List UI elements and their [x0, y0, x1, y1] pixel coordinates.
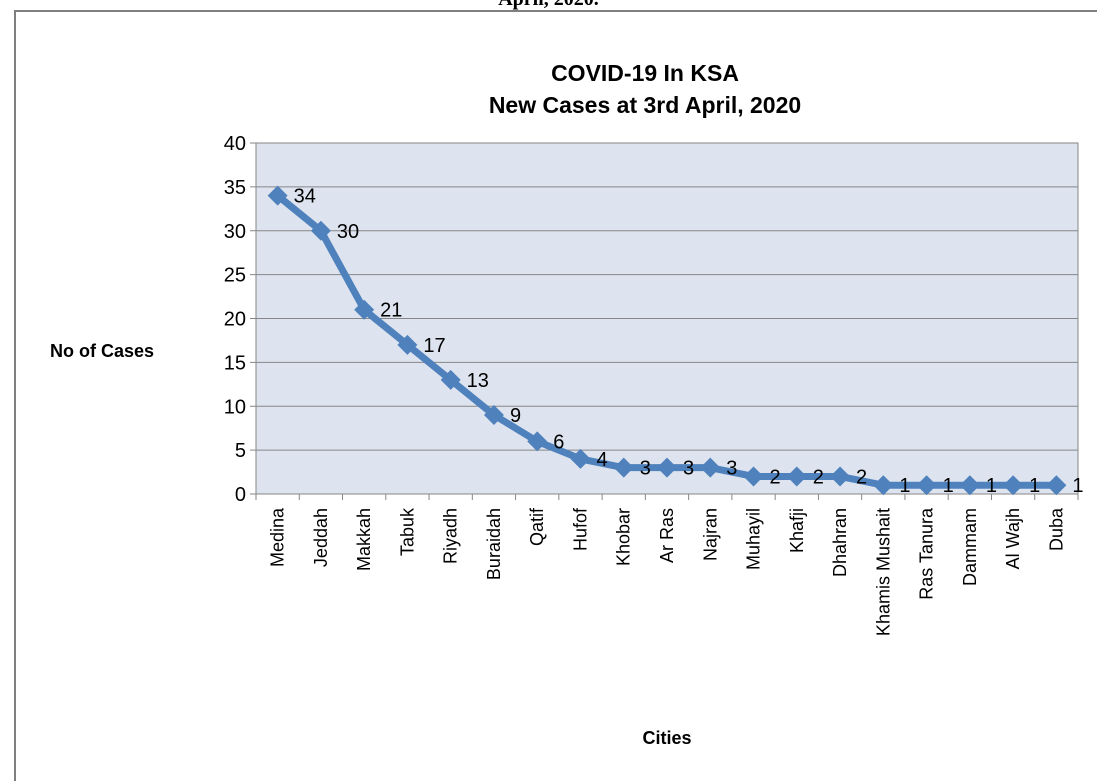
x-tick-label-6: Qatif	[527, 507, 547, 546]
x-tick-label-10: Najran	[700, 508, 720, 561]
data-label-13: 2	[856, 466, 867, 488]
x-tick-label-5: Buraidah	[484, 508, 504, 580]
data-label-15: 1	[943, 475, 954, 497]
y-tick-label-30: 30	[224, 221, 246, 243]
x-axis-title: Cities	[642, 728, 691, 748]
y-tick-label-0: 0	[235, 484, 246, 506]
x-axis-ticks: Medina Jeddah Makkah Tabuk Riyadh Buraidah Qat…	[255, 494, 1079, 636]
data-label-11: 2	[770, 466, 781, 488]
x-tick-label-1: Jeddah	[311, 508, 331, 567]
data-point-7	[570, 448, 591, 469]
y-axis-ticks: 0 5 10 15 20 25 30 35 40	[224, 133, 256, 506]
data-label-7: 4	[596, 449, 607, 471]
data-point-11	[743, 466, 764, 487]
data-point-12	[786, 466, 807, 487]
x-tick-label-7: Hufof	[570, 507, 590, 551]
y-tick-label-35: 35	[224, 177, 246, 199]
x-tick-label-2: Makkah	[354, 508, 374, 571]
x-tick-label-0: Medina	[268, 507, 288, 567]
data-label-1: 30	[337, 221, 359, 243]
data-label-5: 9	[510, 405, 521, 427]
data-point-10	[700, 457, 721, 478]
data-label-14: 1	[899, 475, 910, 497]
x-tick-label-18: Duba	[1046, 507, 1066, 551]
x-tick-label-4: Riyadh	[441, 508, 461, 564]
data-label-3: 17	[423, 335, 445, 357]
data-label-17: 1	[1029, 475, 1040, 497]
x-tick-label-9: Ar Ras	[657, 508, 677, 563]
data-point-14	[873, 475, 894, 496]
chart-frame	[14, 10, 1097, 781]
x-tick-label-14: Khamis Mushait	[873, 508, 893, 636]
data-point-16	[959, 475, 980, 496]
data-point-5	[483, 405, 504, 426]
y-tick-label-25: 25	[224, 265, 246, 287]
data-label-16: 1	[986, 475, 997, 497]
chart-title-line-2: New Cases at 3rd April, 2020	[489, 92, 801, 118]
y-tick-label-20: 20	[224, 309, 246, 331]
data-label-18: 1	[1072, 475, 1083, 497]
chart-title-line-1: COVID-19 In KSA	[551, 60, 739, 86]
gridlines	[256, 142, 1078, 451]
data-point-4	[440, 369, 461, 390]
data-point-0	[267, 185, 288, 206]
data-point-15	[916, 475, 937, 496]
y-tick-label-5: 5	[235, 440, 246, 462]
y-tick-label-15: 15	[224, 352, 246, 374]
data-point-2	[354, 299, 375, 320]
y-axis-title: No of Cases	[50, 341, 154, 361]
x-tick-label-3: Tabuk	[397, 507, 417, 556]
y-tick-label-10: 10	[224, 396, 246, 418]
data-point-6	[527, 431, 548, 452]
series-group	[267, 185, 1067, 496]
x-tick-label-16: Dammam	[960, 508, 980, 586]
x-tick-label-8: Khobar	[614, 508, 634, 566]
data-point-9	[657, 457, 677, 478]
x-tick-label-17: Al Wajh	[1003, 508, 1023, 569]
data-label-12: 2	[813, 466, 824, 488]
data-point-1	[310, 220, 331, 241]
x-tick-label-15: Ras Tanura	[917, 507, 937, 600]
x-tick-label-12: Khafji	[787, 508, 807, 553]
data-label-9: 3	[683, 458, 694, 480]
data-label-0: 34	[294, 186, 316, 208]
page-heading: April, 2020.	[0, 0, 1097, 11]
x-tick-label-11: Muhayil	[744, 508, 764, 570]
data-point-8	[613, 457, 634, 478]
y-tick-label-40: 40	[224, 133, 246, 155]
x-tick-label-13: Dhahran	[830, 508, 850, 577]
data-label-8: 3	[640, 458, 651, 480]
data-label-2: 21	[380, 300, 402, 322]
data-point-13	[830, 466, 851, 487]
data-point-3	[397, 334, 418, 355]
data-label-6: 6	[553, 431, 564, 453]
data-point-18	[1046, 475, 1067, 496]
data-label-4: 13	[467, 370, 489, 392]
data-point-17	[1003, 475, 1024, 496]
data-label-10: 3	[726, 458, 737, 480]
